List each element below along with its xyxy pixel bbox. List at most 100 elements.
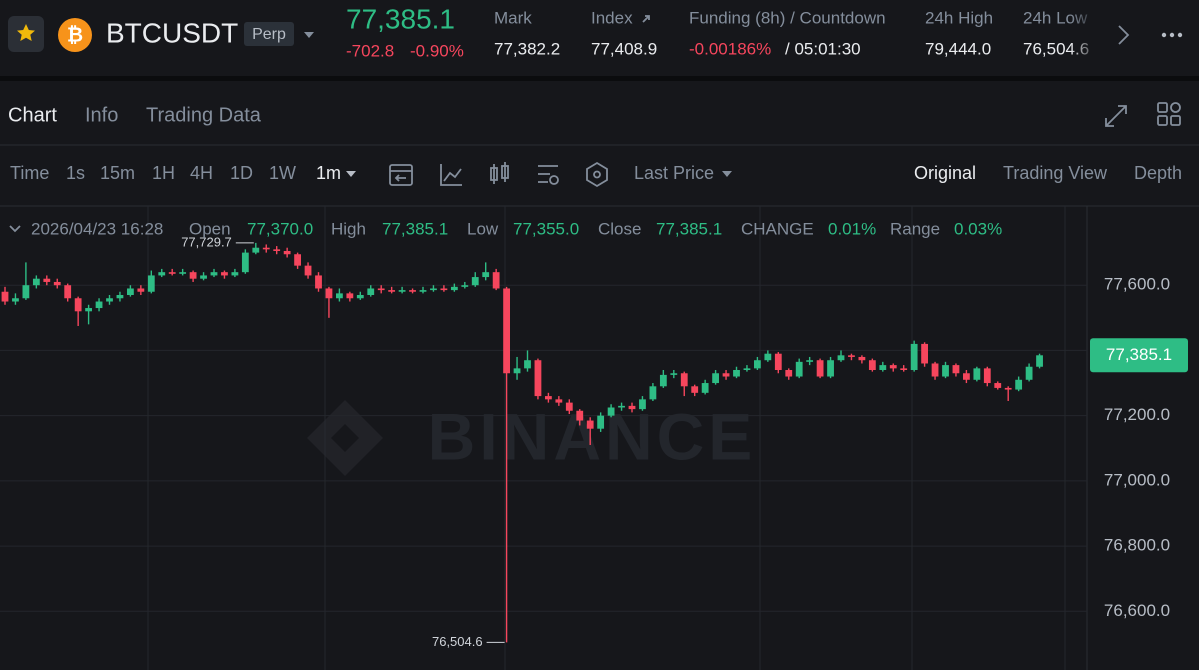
fullscreen-icon[interactable]: [1105, 105, 1127, 127]
candle-body: [639, 399, 646, 410]
candle-body: [701, 383, 709, 393]
legend-time: 2026/04/23 16:28: [31, 219, 163, 238]
tabs: Chart Info Trading Data: [0, 102, 1199, 146]
candle-body: [858, 356, 866, 361]
layout-icon[interactable]: [1157, 102, 1181, 126]
interval-caret[interactable]: [346, 171, 356, 177]
candle-body: [816, 360, 824, 377]
last-price: 77,385.1: [346, 3, 455, 34]
candle-body: [649, 386, 657, 400]
last-price-label: 77,385.1: [1106, 345, 1172, 364]
more-menu[interactable]: [1161, 32, 1183, 38]
candle-body: [450, 286, 458, 291]
funding-countdown: / 05:01:30: [785, 39, 861, 58]
fade: [1100, 0, 1199, 76]
candle-body: [795, 361, 803, 377]
view[interactable]: Depth: [1134, 163, 1182, 183]
candle-body: [64, 285, 72, 299]
price-type-caret[interactable]: [722, 171, 732, 177]
candle-body: [837, 355, 845, 361]
candle-body: [221, 272, 228, 276]
candle-body: [22, 285, 30, 299]
candle-body: [597, 415, 605, 429]
candle-body: [346, 293, 354, 299]
candle-body: [931, 363, 939, 377]
interval[interactable]: 1W: [269, 163, 296, 183]
interval[interactable]: 1D: [230, 163, 253, 183]
legend-value: 0.03%: [954, 219, 1002, 238]
interval-active[interactable]: 1m: [316, 163, 341, 183]
legend-value: 0.01%: [828, 219, 876, 238]
candle-body: [555, 399, 563, 403]
toolbar-icon[interactable]: [586, 161, 608, 188]
candle-body: [921, 343, 928, 364]
candle-body: [994, 383, 1002, 388]
candle-body: [827, 360, 834, 377]
candle-body: [722, 373, 730, 377]
candle-body: [116, 295, 124, 299]
stat-value: 77,382.2: [494, 39, 560, 58]
y-tick-label: 77,000.0: [1104, 470, 1170, 489]
view[interactable]: Trading View: [1003, 163, 1108, 183]
candle-body: [53, 281, 61, 286]
candle-body: [252, 247, 260, 253]
interval[interactable]: 1s: [66, 163, 85, 183]
candle-body: [32, 278, 40, 286]
view-active[interactable]: Original: [914, 163, 976, 183]
candle-body: [565, 402, 573, 411]
extreme-label: 76,504.6: [432, 634, 483, 649]
candle-body: [900, 368, 908, 370]
candle-body: [430, 288, 437, 291]
candle-body: [377, 288, 385, 291]
watermark: BINANCE: [428, 399, 757, 473]
candle-body: [764, 353, 772, 361]
candle-body: [367, 288, 375, 295]
candle-body: [659, 374, 667, 387]
last-price-tag: [1090, 338, 1188, 373]
interval[interactable]: 4H: [190, 163, 213, 183]
legend-label: Low: [467, 219, 499, 238]
contract-type: Perp: [252, 26, 286, 43]
scroll-right[interactable]: [1118, 25, 1130, 45]
candle-body: [618, 405, 625, 408]
candle-body: [12, 298, 19, 302]
toolbar-icon[interactable]: [440, 164, 462, 186]
stat-label: Index: [591, 8, 633, 27]
candle-body: [461, 285, 469, 287]
stat-label: Mark: [494, 8, 532, 27]
legend-label: Range: [890, 219, 940, 238]
funding-rate: -0.00186%: [689, 39, 771, 58]
candle-body: [868, 360, 876, 370]
legend-toggle[interactable]: [9, 225, 21, 233]
candle-body: [210, 272, 218, 276]
candle-body: [325, 288, 333, 299]
candle-body: [168, 272, 176, 274]
toolbar-icon[interactable]: [389, 164, 413, 186]
candle-body: [283, 250, 291, 255]
toolbar-icon[interactable]: [490, 162, 509, 184]
tab[interactable]: Trading Data: [146, 104, 262, 126]
symbol[interactable]: BTCUSDT: [106, 17, 238, 48]
symbol-caret[interactable]: [304, 32, 314, 38]
stat-label: 24h High: [925, 8, 993, 27]
tab[interactable]: Chart: [8, 104, 57, 126]
legend-label: CHANGE: [741, 219, 814, 238]
candle-body: [304, 265, 312, 276]
interval[interactable]: 15m: [100, 163, 135, 183]
legend-label: Close: [598, 219, 641, 238]
toolbar-icon[interactable]: [538, 165, 559, 185]
candle-body: [419, 290, 427, 292]
price-type[interactable]: Last Price: [634, 163, 714, 183]
candle-body: [889, 365, 897, 369]
candle-body: [806, 360, 814, 362]
candle-body: [74, 298, 82, 312]
tab[interactable]: Info: [85, 104, 118, 126]
candle-body: [942, 365, 949, 377]
interval[interactable]: 1H: [152, 163, 175, 183]
candle-body: [95, 301, 103, 309]
candle-body: [1004, 387, 1012, 390]
candle-body: [848, 355, 855, 357]
candle-body: [1, 291, 9, 302]
link-icon: [642, 15, 650, 23]
